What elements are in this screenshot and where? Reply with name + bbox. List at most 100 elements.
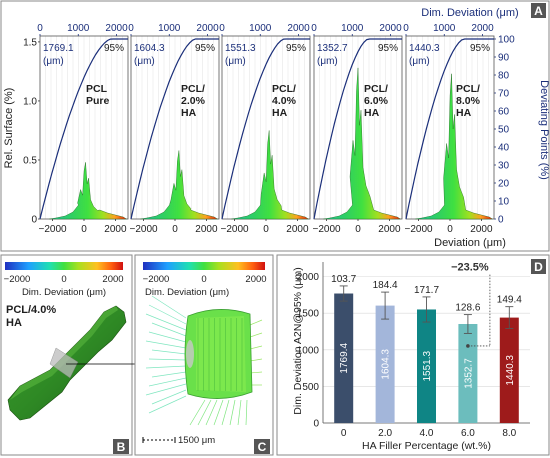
y-tick-label: 1500 <box>297 309 320 320</box>
bottom-tick-label: 2000 <box>286 224 309 235</box>
panel-b-colorbar-tick: 0 <box>61 274 66 285</box>
y-tick-label: 0 <box>313 419 319 430</box>
panel-b-colorbar-label: Dim. Deviation (μm) <box>22 287 106 298</box>
y-tick-label: 1000 <box>297 345 320 356</box>
bottom-tick-label: 0 <box>447 224 453 235</box>
a2n95-value: 1440.3 <box>409 43 440 54</box>
annotation-label: −23.5% <box>451 262 489 274</box>
x-tick-label: 8.0 <box>502 428 516 439</box>
deviation-histogram <box>140 150 219 220</box>
x-tick-label: 2.0 <box>378 428 392 439</box>
panel-c-colorbar-tick: 0 <box>201 274 206 285</box>
top-tick-label: 1000 <box>67 23 90 34</box>
a2n95-unit: (μm) <box>43 56 64 67</box>
deviation-map-icon <box>145 295 263 426</box>
error-label: 184.4 <box>373 280 398 291</box>
right-tick-label: 90 <box>498 53 510 64</box>
panel-d: Dim. Deviation A2N@95% (μm) 0 500 1000 1500 2… <box>292 262 530 452</box>
error-label: 103.7 <box>331 274 356 285</box>
pct-label: 95% <box>378 43 398 54</box>
deviation-histogram <box>415 73 494 220</box>
right-tick-label: 70 <box>498 89 510 100</box>
a2n95-unit: (μm) <box>225 56 246 67</box>
cumulative-curve <box>221 38 310 220</box>
right-tick-label: 50 <box>498 125 510 136</box>
left-tick-label: 1.0 <box>23 96 37 107</box>
left-tick-label: 0.5 <box>23 155 37 166</box>
bottom-tick-label: −2000 <box>221 224 250 235</box>
top-tick-label: 1000 <box>249 23 272 34</box>
deviation-histogram <box>323 67 402 220</box>
sample-label: 8.0% <box>456 95 481 107</box>
x-axis-label: HA Filler Percentage (wt.%) <box>362 440 491 452</box>
annotation-marker <box>466 344 470 348</box>
bottom-tick-label: −2000 <box>39 224 68 235</box>
x-tick-label: 0 <box>341 428 347 439</box>
top-tick-label: 0 <box>403 23 409 34</box>
error-label: 149.4 <box>497 295 522 306</box>
a2n95-unit: (μm) <box>409 56 430 67</box>
sample-label: PCL/ <box>456 83 480 95</box>
left-tick-label: 1.5 <box>23 37 37 48</box>
panel-b-colorbar-tick: 2000 <box>102 274 123 285</box>
bottom-tick-label: 2000 <box>104 224 127 235</box>
pct-label: 95% <box>104 43 124 54</box>
sample-label: HA <box>272 107 288 119</box>
cumulative-curve <box>405 38 494 220</box>
value-label: 1440.3 <box>505 355 516 386</box>
right-tick-label: 100 <box>498 35 515 46</box>
top-tick-label: 2000 <box>196 23 219 34</box>
bottom-tick-label: 0 <box>81 224 87 235</box>
right-tick-label: 80 <box>498 71 510 82</box>
a2n95-value: 1604.3 <box>134 43 165 54</box>
a2n95-value: 1769.1 <box>43 43 74 54</box>
top-tick-label: 1000 <box>158 23 181 34</box>
value-label: 1769.4 <box>339 343 350 374</box>
deviation-histogram <box>231 130 310 220</box>
pct-label: 95% <box>195 43 215 54</box>
top-axis-label: Dim. Deviation (μm) <box>421 7 518 19</box>
sample-label: HA <box>181 107 197 119</box>
bottom-tick-label: 2000 <box>470 224 493 235</box>
panel-d-label: D <box>534 260 543 274</box>
a2n95-unit: (μm) <box>317 56 338 67</box>
bar <box>499 317 519 423</box>
bar <box>375 305 395 423</box>
sample-label: HA <box>456 107 472 119</box>
bar <box>458 324 478 423</box>
error-label: 171.7 <box>414 285 439 296</box>
right-tick-label: 60 <box>498 107 510 118</box>
top-tick-label: 1000 <box>433 23 456 34</box>
bottom-tick-label: −2000 <box>313 224 342 235</box>
sample-label: PCL/ <box>181 83 205 95</box>
top-tick-label: 1000 <box>341 23 364 34</box>
panel-a-label: A <box>534 4 543 18</box>
x-tick-label: 6.0 <box>461 428 475 439</box>
left-tick-label: 0 <box>31 215 37 226</box>
panel-a: Rel. Surface (%) Deviating Points (%) Dim.… <box>3 7 550 249</box>
top-tick-label: 0 <box>128 23 134 34</box>
right-tick-label: 0 <box>498 215 504 226</box>
value-label: 1604.3 <box>381 349 392 380</box>
a2n95-value: 1352.7 <box>317 43 348 54</box>
panel-c-colorbar-tick: −2000 <box>143 274 170 285</box>
right-tick-label: 20 <box>498 179 510 190</box>
panel-c-colorbar <box>143 262 265 270</box>
panel-a-label-bg <box>531 3 546 18</box>
sample-label: 2.0% <box>181 95 206 107</box>
panel-b-colorbar <box>5 262 123 270</box>
pct-label: 95% <box>286 43 306 54</box>
top-tick-label: 0 <box>37 23 43 34</box>
error-label: 128.6 <box>455 303 480 314</box>
right-tick-label: 30 <box>498 161 510 172</box>
panel-d-label-bg <box>531 259 546 274</box>
sample-label: HA <box>364 107 380 119</box>
top-tick-label: 2000 <box>287 23 310 34</box>
bottom-tick-label: 0 <box>172 224 178 235</box>
sample-label: PCL <box>86 83 108 95</box>
panel-b-colorbar-tick: −2000 <box>4 274 31 285</box>
sample-label: Pure <box>86 95 110 107</box>
cumulative-curve <box>39 38 128 220</box>
right-axis-label: Deviating Points (%) <box>538 80 550 180</box>
value-label: 1352.7 <box>463 358 474 389</box>
